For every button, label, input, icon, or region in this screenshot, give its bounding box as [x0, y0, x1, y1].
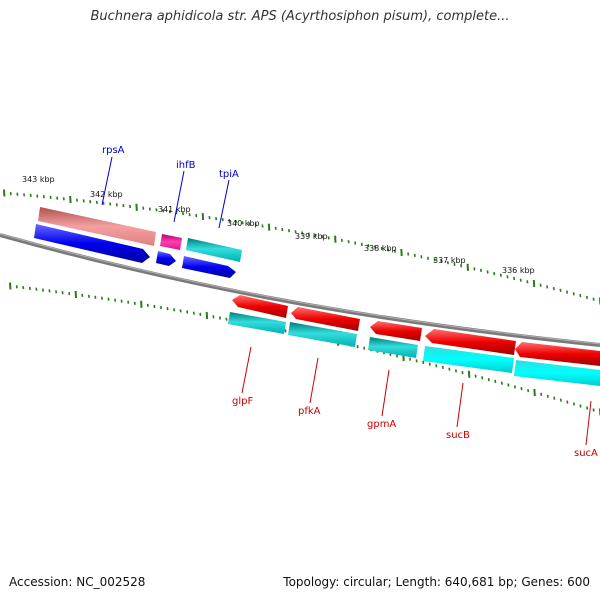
gene-labels: rpsA ihfB tpiA glpF pfkA gpmA sucB sucA [102, 145, 598, 459]
gene-bar-pink [160, 234, 182, 250]
kbp-label-338: 338 kbp [364, 244, 397, 253]
gene-arrow-glpF [232, 295, 288, 318]
genome-backbone [0, 233, 600, 347]
gene-arrow-rpsA [34, 224, 150, 263]
gene-arrow-pfkA [291, 307, 360, 331]
kbp-label-340: 340 kbp [227, 219, 260, 228]
gene-label-rpsA: rpsA [102, 145, 125, 156]
gene-arrow-gpmA [370, 321, 422, 341]
gene-bar-cyan-gpmA [368, 337, 418, 358]
reverse-strand-features [228, 295, 600, 386]
gene-bar-cyan-glpF [228, 312, 286, 334]
gene-bar-cyan-pfkA [288, 322, 357, 347]
gene-arrow-sucB [425, 329, 516, 355]
gene-label-pfkA: pfkA [298, 406, 321, 417]
gene-label-sucB: sucB [446, 430, 470, 441]
gene-label-gpmA: gpmA [367, 419, 396, 430]
gene-arrow-tpiA [182, 256, 236, 278]
kbp-label-343: 343 kbp [22, 175, 55, 184]
gene-leaders [101, 156, 592, 446]
kbp-label-341: 341 kbp [158, 205, 191, 214]
gene-bar-salmon [38, 207, 156, 246]
kbp-label-342: 342 kbp [90, 190, 123, 199]
kbp-label-337: 337 kbp [433, 256, 466, 265]
kbp-labels: 343 kbp 342 kbp 341 kbp 340 kbp 339 kbp … [22, 175, 535, 275]
kbp-label-339: 339 kbp [295, 232, 328, 241]
gene-label-glpF: glpF [232, 396, 253, 407]
gene-arrow-sucA [515, 342, 600, 366]
accession-label: Accession: NC_002528 [9, 575, 146, 589]
gene-label-tpiA: tpiA [219, 169, 239, 180]
gene-arrow-ihfB [156, 251, 176, 266]
gene-bar-cyan-tpiA [186, 238, 242, 262]
forward-strand-features [34, 207, 242, 278]
outer-tick-ruler [3, 189, 600, 305]
gene-label-ihfB: ihfB [176, 160, 196, 171]
gene-label-sucA: sucA [574, 448, 598, 459]
genome-stats-label: Topology: circular; Length: 640,681 bp; … [283, 575, 590, 589]
gene-bar-cyan-sucA [514, 360, 600, 386]
kbp-label-336: 336 kbp [502, 266, 535, 275]
gene-bar-cyan-sucB [423, 346, 514, 373]
map-title: Buchnera aphidicola str. APS (Acyrthosip… [90, 9, 510, 24]
